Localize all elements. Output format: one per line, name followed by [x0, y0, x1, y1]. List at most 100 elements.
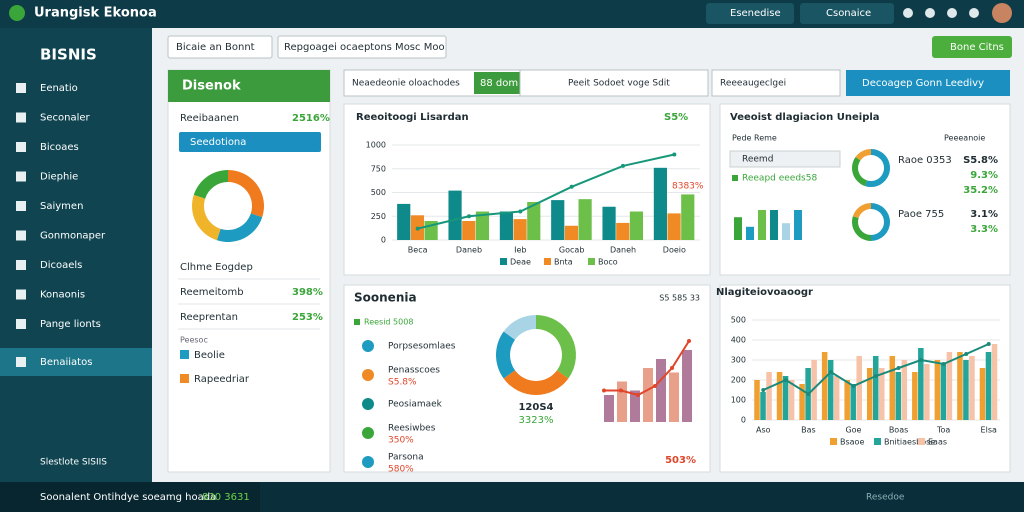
nav-item[interactable]: Konaonis — [40, 290, 85, 301]
bar — [616, 222, 630, 240]
mini-bar — [656, 359, 666, 422]
donut-segment — [536, 315, 576, 379]
mini-bar — [669, 372, 679, 422]
y-tick-label: 500 — [731, 316, 746, 325]
donut-segment — [852, 216, 871, 241]
status-left — [0, 482, 260, 512]
x-tick-label: Daneh — [610, 246, 636, 255]
nav-item[interactable]: Gonmonaper — [40, 231, 106, 242]
label: Peosiamaek — [388, 400, 443, 410]
icon[interactable] — [903, 8, 913, 18]
nav-icon[interactable] — [16, 112, 26, 123]
line-point — [919, 358, 924, 362]
bar — [985, 352, 992, 420]
label: 8383% — [672, 182, 704, 192]
nav-item[interactable]: Pange lionts — [40, 319, 101, 330]
nav-icon[interactable] — [16, 201, 26, 211]
label: Reeoitoogi Lisardan — [356, 112, 469, 123]
label: Porpsesomlaes — [388, 342, 456, 352]
avatar[interactable] — [992, 3, 1012, 23]
y-tick-label: 250 — [371, 212, 386, 221]
item-icon — [362, 340, 374, 352]
label: 580% — [388, 465, 414, 475]
line-point — [569, 184, 574, 189]
y-tick-label: 200 — [731, 376, 746, 385]
logo — [9, 5, 25, 21]
label: Pede Reme — [732, 134, 777, 143]
bar — [991, 344, 998, 420]
label: Soonalent Ontihdye soeamg hoada — [40, 492, 216, 503]
action-button[interactable] — [932, 36, 1012, 58]
label: Reemeitomb — [180, 287, 244, 298]
nav-item[interactable]: Saiymen — [40, 201, 83, 212]
nav-item[interactable]: Seconaler — [40, 113, 91, 124]
line-point — [851, 384, 856, 388]
menu-box[interactable] — [706, 3, 794, 24]
line-point — [467, 214, 471, 219]
bar — [924, 364, 930, 420]
label: 3.3% — [970, 224, 998, 235]
icon[interactable] — [947, 8, 957, 18]
icon[interactable] — [925, 8, 935, 18]
bar — [946, 352, 953, 420]
bar — [856, 356, 862, 420]
range-box[interactable] — [519, 69, 709, 97]
nav-icon[interactable] — [16, 142, 26, 152]
period-select[interactable] — [167, 35, 273, 59]
y-tick-label: 500 — [371, 188, 386, 197]
line-point — [964, 352, 969, 356]
item-icon — [362, 427, 374, 439]
legend-swatch — [732, 175, 738, 181]
nav-item[interactable]: Eenatio — [40, 83, 78, 94]
account-box[interactable] — [800, 3, 894, 24]
label: Reesid 5008 — [364, 318, 413, 327]
bar — [901, 360, 908, 420]
label: Nlagiteiovoaoogr — [716, 287, 813, 298]
sidebar — [0, 28, 152, 482]
report-select[interactable] — [277, 35, 447, 59]
tag[interactable] — [474, 72, 520, 94]
line-point — [806, 392, 811, 396]
nav-item[interactable]: Dicoaels — [40, 260, 82, 271]
donut-segment — [852, 156, 867, 187]
label: Peeeanoie — [944, 134, 985, 143]
nav-item[interactable]: Diephie — [40, 172, 78, 183]
label: Decoagep Gonn Leedivy — [862, 78, 984, 89]
label: Reemd — [742, 155, 773, 165]
nav-icon[interactable] — [16, 357, 26, 367]
icon[interactable] — [969, 8, 979, 18]
bar — [766, 372, 772, 420]
nav-icon[interactable] — [16, 260, 26, 270]
mini-bar — [682, 350, 692, 422]
legend-swatch — [918, 438, 925, 445]
nav-icon[interactable] — [16, 289, 26, 300]
select-box[interactable] — [711, 69, 841, 97]
line-point — [621, 163, 625, 168]
nav-icon[interactable] — [16, 171, 26, 182]
panel-select[interactable] — [729, 150, 841, 168]
summary-tab[interactable] — [179, 132, 321, 152]
item-icon — [180, 374, 189, 383]
label: 9.3% — [970, 170, 998, 181]
line-point — [941, 362, 946, 366]
donut-segment — [503, 315, 536, 340]
bar — [940, 364, 947, 420]
nav-icon[interactable] — [16, 319, 26, 329]
legend-swatch — [544, 258, 551, 265]
label: S5 585 33 — [659, 294, 700, 303]
y-tick-label: 300 — [731, 356, 746, 365]
line-point — [670, 366, 674, 370]
nav-item[interactable]: Bicoaes — [40, 142, 79, 153]
nav-icon[interactable] — [16, 230, 26, 241]
bar — [760, 392, 766, 420]
trend-line — [417, 153, 675, 230]
label: Esenedise — [730, 8, 781, 19]
mini-bar — [746, 226, 754, 240]
bar — [462, 221, 476, 240]
toolbar-button[interactable] — [846, 70, 1010, 96]
label: S5% — [664, 112, 688, 123]
nav-icon[interactable] — [16, 83, 26, 93]
nav-item[interactable]: Benaiiatos — [40, 357, 92, 368]
label: 253% — [292, 312, 323, 323]
